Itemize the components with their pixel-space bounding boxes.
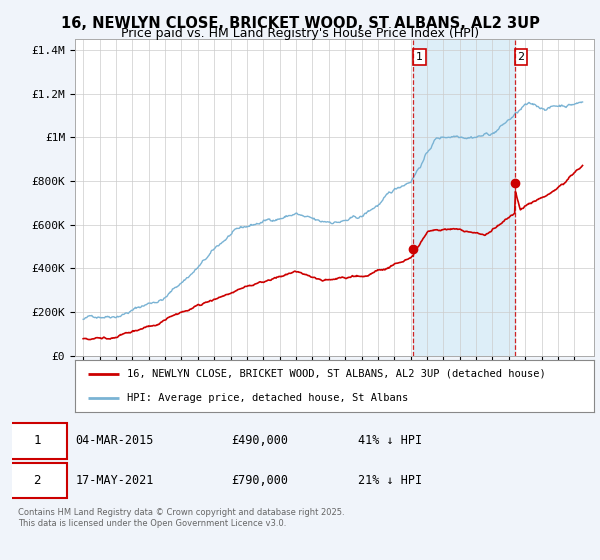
Text: Price paid vs. HM Land Registry's House Price Index (HPI): Price paid vs. HM Land Registry's House … — [121, 27, 479, 40]
Text: HPI: Average price, detached house, St Albans: HPI: Average price, detached house, St A… — [127, 393, 408, 403]
Text: 17-MAY-2021: 17-MAY-2021 — [76, 474, 154, 487]
Text: £490,000: £490,000 — [231, 435, 288, 447]
Text: 16, NEWLYN CLOSE, BRICKET WOOD, ST ALBANS, AL2 3UP: 16, NEWLYN CLOSE, BRICKET WOOD, ST ALBAN… — [61, 16, 539, 31]
Text: 04-MAR-2015: 04-MAR-2015 — [76, 435, 154, 447]
FancyBboxPatch shape — [6, 463, 67, 498]
Text: 2: 2 — [517, 52, 524, 62]
Text: £790,000: £790,000 — [231, 474, 288, 487]
Text: 1: 1 — [416, 52, 423, 62]
Text: 16, NEWLYN CLOSE, BRICKET WOOD, ST ALBANS, AL2 3UP (detached house): 16, NEWLYN CLOSE, BRICKET WOOD, ST ALBAN… — [127, 369, 545, 379]
Text: Contains HM Land Registry data © Crown copyright and database right 2025.
This d: Contains HM Land Registry data © Crown c… — [18, 508, 344, 528]
Bar — [413, 39, 515, 356]
FancyBboxPatch shape — [6, 423, 67, 459]
Text: 1: 1 — [33, 435, 41, 447]
Text: 21% ↓ HPI: 21% ↓ HPI — [358, 474, 422, 487]
Text: 41% ↓ HPI: 41% ↓ HPI — [358, 435, 422, 447]
Text: 2: 2 — [33, 474, 41, 487]
